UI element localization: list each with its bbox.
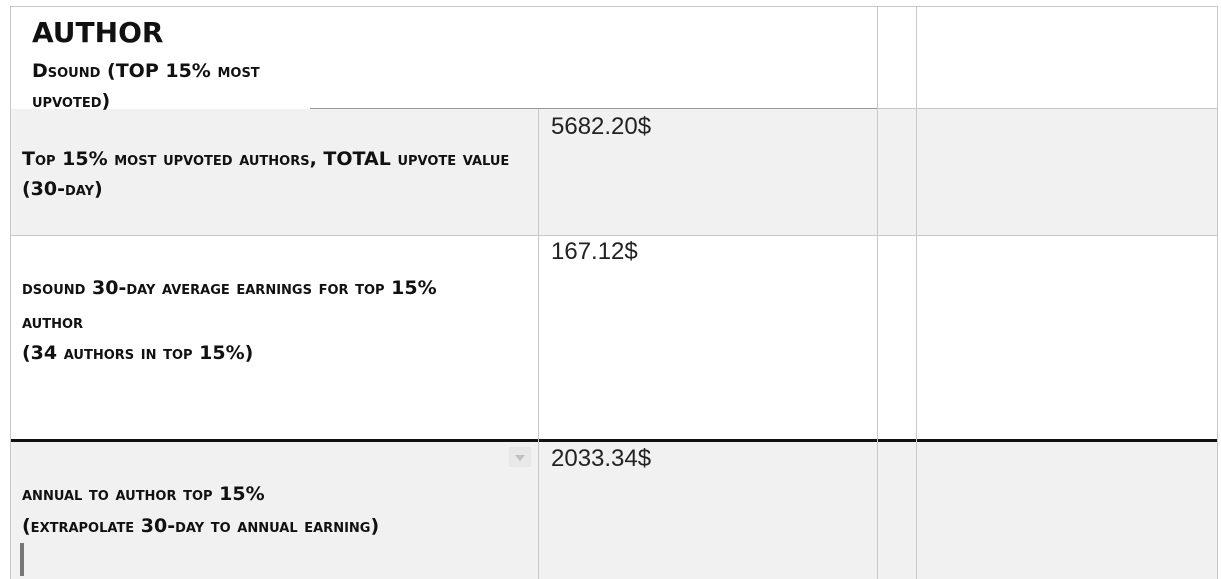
- row-3-value: 2033.34$: [551, 445, 652, 472]
- header-title: AUTHOR: [32, 16, 164, 49]
- row-1-label-line-1: Top 15% most upvoted authors, TOTAL upvo…: [22, 148, 510, 170]
- header-subtitle: Dsound (TOP 15% most upvoted): [32, 60, 260, 113]
- row-2-label-line-1: dsound 30-day average earnings for top 1…: [22, 277, 437, 299]
- col-b-left-border: [538, 109, 539, 579]
- header-cell[interactable]: AUTHOR Dsound (TOP 15% most upvoted): [10, 6, 877, 112]
- row-1-value-cell[interactable]: 5682.20$: [538, 109, 877, 235]
- chevron-down-icon[interactable]: [509, 447, 531, 467]
- col-c-left-border: [877, 6, 878, 579]
- header-bottom-border-right: [877, 108, 1217, 109]
- row-2-label-line-2: author: [22, 311, 84, 333]
- row-1-value: 5682.20$: [551, 113, 652, 140]
- row-2-bottom-thick-border: [10, 439, 1217, 442]
- row-3-label-cell[interactable]: annual to author top 15% (extrapolate 30…: [10, 442, 538, 579]
- row-2-label-cell[interactable]: dsound 30-day average earnings for top 1…: [10, 236, 538, 439]
- text-cursor: [20, 543, 24, 576]
- row-2-value-cell[interactable]: 167.12$: [538, 236, 877, 439]
- row-2-value: 167.12$: [551, 238, 638, 265]
- left-border: [10, 6, 11, 579]
- header-bottom-border: [310, 108, 877, 109]
- top-border: [10, 6, 1217, 7]
- row-3-background: [10, 441, 1217, 579]
- row-3-value-cell[interactable]: 2033.34$: [538, 442, 877, 579]
- row-2-label-line-3: (34 authors in top 15%): [22, 342, 254, 364]
- row-1-bottom-border: [10, 235, 1217, 236]
- row-1-label-cell[interactable]: Top 15% most upvoted authors, TOTAL upvo…: [10, 109, 538, 235]
- row-1-background: [10, 109, 1217, 235]
- row-3-label-line-1: annual to author top 15%: [22, 483, 265, 505]
- row-3-label-line-2: (extrapolate 30-day to annual earning): [22, 515, 380, 537]
- row-1-label-line-2: (30-day): [22, 178, 103, 200]
- right-border: [1217, 6, 1218, 579]
- col-d-left-border: [916, 6, 917, 579]
